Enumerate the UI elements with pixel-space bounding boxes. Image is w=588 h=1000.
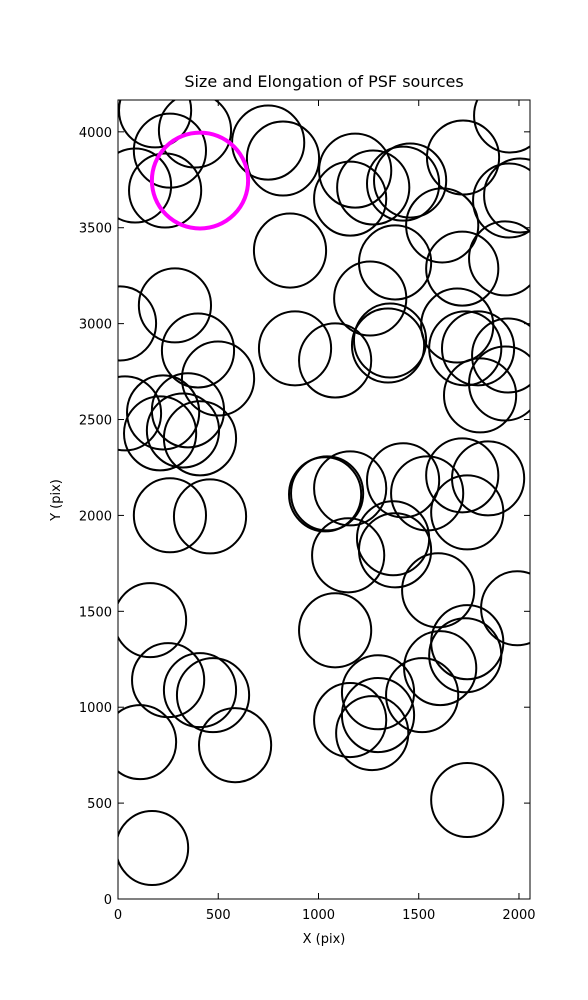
psf-ellipse [350,307,426,384]
y-axis-label: Y (pix) [49,479,64,522]
psf-ellipse [473,100,530,154]
psf-ellipse [471,317,530,394]
psf-ellipse [401,552,476,629]
psf-ellipse [480,570,530,647]
psf-ellipse [180,340,256,417]
psf-ellipse [428,310,503,387]
psf-ellipse [451,440,526,517]
psf-ellipse [118,809,190,886]
psf-ellipse [366,145,441,222]
psf-ellipse [118,704,178,781]
chart-title: Size and Elongation of PSF sources [184,72,463,91]
psf-ellipse [252,212,328,289]
psf-ellipse [197,707,273,784]
psf-ellipse [366,442,441,519]
psf-ellipse [357,512,433,589]
x-tick-label: 1500 [402,908,435,923]
psf-ellipse [123,395,198,472]
psf-ellipse [118,100,193,149]
psf-ellipse [355,500,431,577]
psf-ellipse [162,652,238,729]
psf-ellipse [231,104,306,181]
psf-ellipse [172,478,248,555]
psf-ellipse [340,677,416,754]
y-tick-label: 0 [104,893,112,908]
psf-ellipse [472,162,530,239]
psf-ellipse [442,357,518,434]
psf-ellipse [118,147,173,224]
y-tick-label: 1500 [79,605,112,620]
psf-ellipse [385,657,460,734]
psf-ellipse [403,630,478,707]
plot-area [118,100,530,886]
psf-ellipse [483,157,530,234]
psf-ellipse [118,285,158,362]
psf-ellipse [137,267,213,344]
psf-ellipse [290,455,365,532]
psf-ellipse [318,132,393,209]
psf-ellipse [132,112,208,189]
y-tick-label: 4000 [79,126,112,141]
x-tick-label: 2000 [502,908,535,923]
psf-ellipse [298,322,373,399]
y-tick-label: 3500 [79,222,112,237]
psf-ellipse [149,130,251,231]
psf-ellipse [428,617,503,694]
psf-ellipse [160,312,236,389]
psf-ellipse [162,400,238,477]
psf-ellipse [333,260,408,337]
psf-ellipse [118,582,188,659]
psf-ellipse [128,152,203,229]
psf-ellipse [298,592,373,669]
psf-ellipse [430,762,505,839]
psf-ellipse [175,657,251,734]
y-tick-label: 2000 [79,509,112,524]
psf-ellipse [313,450,388,527]
x-tick-label: 1000 [302,908,335,923]
psf-ellipse [313,160,388,237]
psf-ellipse [405,187,480,264]
psf-ellipse [335,695,410,772]
psf-ellipse [245,120,321,197]
psf-ellipse [420,287,495,364]
psf-ellipse [425,437,500,514]
y-tick-label: 3000 [79,318,112,333]
psf-ellipse [390,455,465,532]
x-axis-label: X (pix) [303,932,346,947]
psf-ellipse [468,220,530,297]
psf-ellipse [132,477,208,554]
psf-ellipse [352,302,428,379]
x-tick-label: 0 [114,908,122,923]
x-tick-label: 500 [206,908,231,923]
psf-ellipse [468,345,530,422]
y-tick-label: 2500 [79,414,112,429]
psf-ellipse [118,375,163,452]
psf-ellipse [131,642,206,719]
axes-frame [117,99,531,900]
psf-ellipse [126,374,201,451]
y-tick-label: 500 [87,797,112,812]
y-tick-label: 1000 [79,701,112,716]
psf-ellipse [313,682,388,759]
psf-ellipse [336,149,411,226]
psf-ellipse [373,142,448,219]
psf-ellipse [257,310,333,387]
psf-ellipse [425,230,500,307]
psf-ellipse [311,517,386,594]
psf-ellipse [145,392,221,469]
psf-ellipse [157,100,233,169]
psf-ellipse [430,474,505,551]
